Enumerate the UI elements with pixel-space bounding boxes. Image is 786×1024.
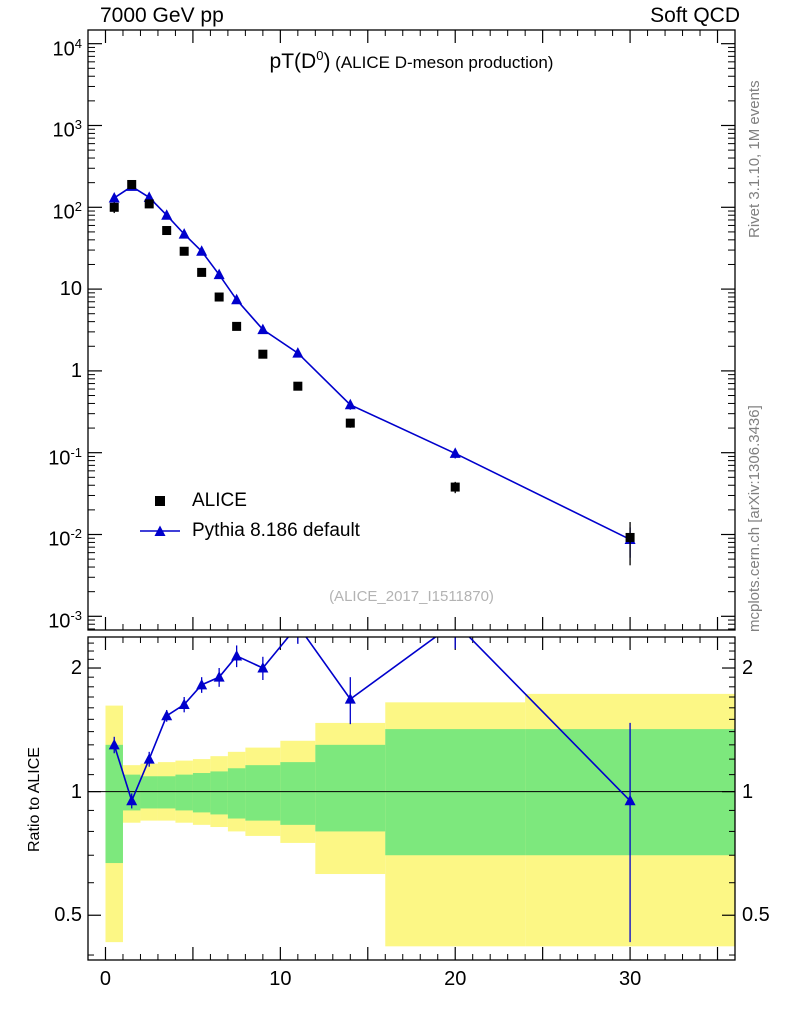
main-ytick-label: 10-1 <box>48 444 82 470</box>
band-stat-uncertainty <box>157 776 176 809</box>
pythia-marker-icon <box>138 523 182 539</box>
ratio-ytick-label-left: 0.5 <box>54 904 82 927</box>
band-stat-uncertainty <box>122 774 141 811</box>
ratio-ytick-label-left: 1 <box>70 780 82 803</box>
main-ytick-label: 10 <box>59 278 82 301</box>
ratio-ytick-label-left: 2 <box>70 657 82 680</box>
alice-marker-icon <box>138 493 182 509</box>
main-plot-frame <box>87 29 736 631</box>
legend-label-pythia: Pythia 8.186 default <box>192 520 360 541</box>
band-stat-uncertainty <box>140 776 158 809</box>
analysis-id-watermark: (ALICE_2017_I1511870) <box>329 588 494 605</box>
plot-title-analysis: (ALICE D-meson production) <box>330 53 554 72</box>
legend-label-alice: ALICE <box>192 490 247 511</box>
plot-title-prefix: pT(D <box>269 50 317 73</box>
rivet-version-note: Rivet 3.1.10, 1M events <box>746 80 763 238</box>
plot-title: pT(D0) (ALICE D-meson production) <box>88 48 735 74</box>
legend-item-pythia: Pythia 8.186 default <box>138 516 360 546</box>
band-stat-uncertainty <box>175 774 193 811</box>
series-alice-main <box>109 179 635 566</box>
ratio-plot-frame <box>87 636 736 961</box>
xtick-label: 20 <box>444 968 467 990</box>
xtick-label: 30 <box>618 968 642 990</box>
band-stat-uncertainty <box>315 744 386 832</box>
plot-title-suffix: ) <box>323 50 331 73</box>
xtick-label: 10 <box>269 968 292 990</box>
ratio-uncertainty-bands <box>105 693 735 947</box>
mcplots-reference-note: mcplots.cern.ch [arXiv:1306.3436] <box>746 405 763 632</box>
ratio-ytick-label-right: 2 <box>742 657 754 680</box>
band-stat-uncertainty <box>385 729 526 856</box>
series-pythia-ratio <box>108 637 636 943</box>
plot-title-superscript: 0 <box>316 48 324 63</box>
beam-energy-label: 7000 GeV pp <box>100 4 224 27</box>
band-stat-uncertainty <box>105 744 123 864</box>
main-ytick-label: 103 <box>52 117 82 143</box>
band-stat-uncertainty <box>245 765 281 821</box>
process-group-label: Soft QCD <box>650 4 740 27</box>
band-stat-uncertainty <box>227 768 246 819</box>
axis-ticks <box>88 30 736 960</box>
main-ytick-label: 10-2 <box>48 526 82 552</box>
main-ytick-label: 1 <box>70 359 82 382</box>
main-ytick-label: 104 <box>52 35 82 61</box>
band-stat-uncertainty <box>192 773 211 813</box>
ratio-ytick-label-right: 1 <box>742 780 754 803</box>
ratio-ytick-label-right: 0.5 <box>742 904 770 927</box>
main-ytick-label: 102 <box>52 199 82 224</box>
band-stat-uncertainty <box>280 762 316 825</box>
main-ytick-label: 10-3 <box>48 608 82 633</box>
band-stat-uncertainty <box>210 771 228 815</box>
legend-item-alice: ALICE <box>138 486 360 516</box>
xtick-label: 0 <box>99 968 112 990</box>
plot-title-observable: pT(D0) <box>269 48 331 73</box>
legend: ALICE Pythia 8.186 default <box>138 486 360 546</box>
